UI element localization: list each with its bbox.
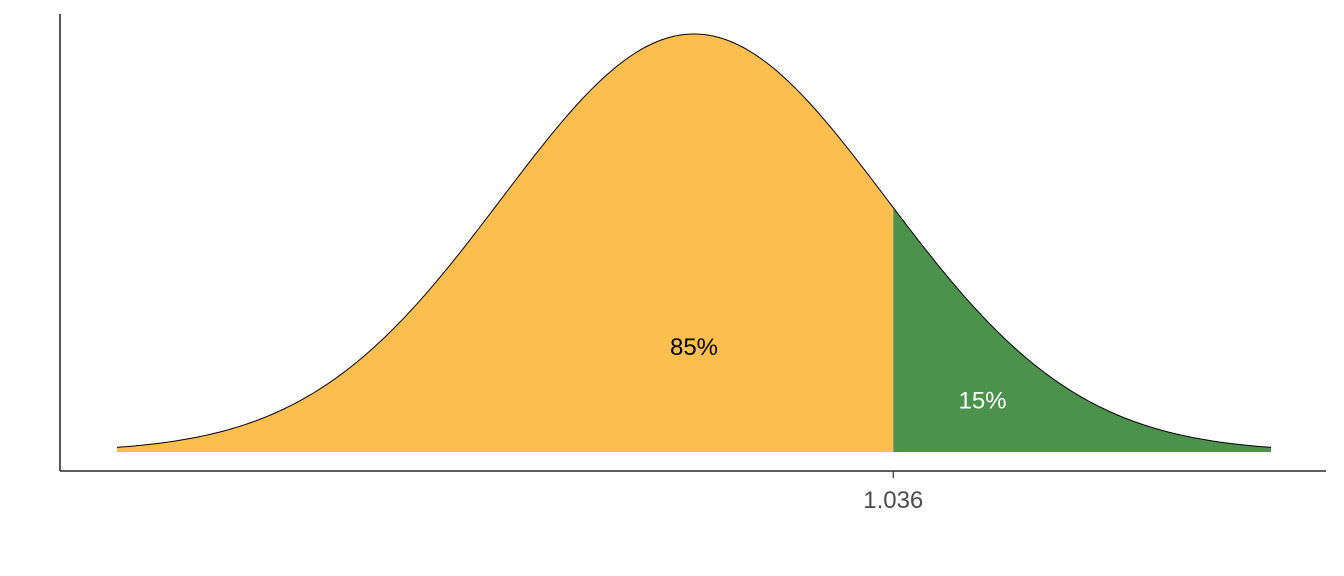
region-label-1: 85% <box>670 334 718 361</box>
region-label-2: 15% <box>958 388 1006 415</box>
x-axis-ticks: 1.036 <box>863 471 923 514</box>
x-tick-label: 1.036 <box>863 487 923 514</box>
region-labels: 85% 15% <box>670 334 1007 414</box>
region-area-2 <box>893 207 1271 452</box>
density-curve <box>116 33 1272 448</box>
region-area-1 <box>117 34 894 452</box>
shaded-regions <box>117 34 1271 452</box>
